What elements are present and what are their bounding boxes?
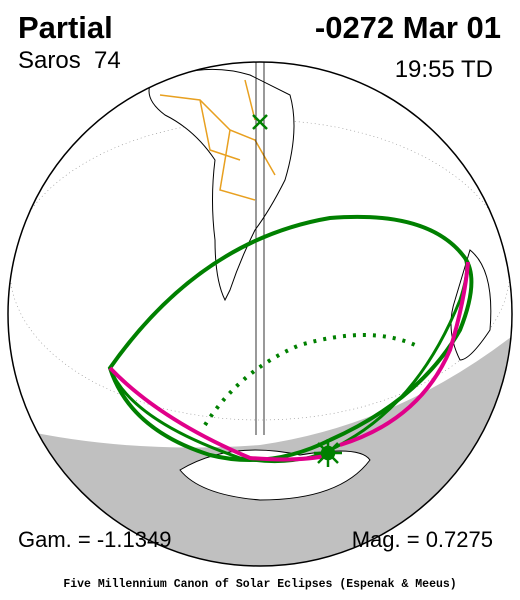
max-eclipse-curve xyxy=(203,333,416,427)
penumbra-limit xyxy=(107,214,474,462)
africa-edge xyxy=(450,249,492,361)
time: 19:55 TD xyxy=(395,56,493,83)
borders xyxy=(159,79,276,201)
magnitude: Mag. = 0.7275 xyxy=(352,527,493,552)
globe-outline xyxy=(7,61,513,567)
rise-set-curve xyxy=(339,261,470,447)
date: -0272 Mar 01 xyxy=(315,10,501,45)
sub-sun-point xyxy=(252,114,268,130)
credit: Five Millennium Canon of Solar Eclipses … xyxy=(63,578,456,591)
saros: Saros 74 xyxy=(18,47,121,74)
gamma: Gam. = -1.1349 xyxy=(18,527,171,552)
rise-set-curve xyxy=(108,366,331,462)
antarctica xyxy=(179,449,371,501)
eclipse-type: Partial xyxy=(18,10,113,45)
max-point xyxy=(314,439,342,467)
